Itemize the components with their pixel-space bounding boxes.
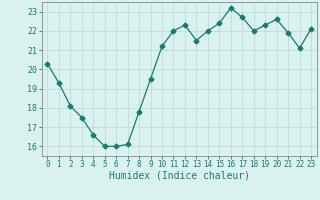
X-axis label: Humidex (Indice chaleur): Humidex (Indice chaleur)	[109, 171, 250, 181]
